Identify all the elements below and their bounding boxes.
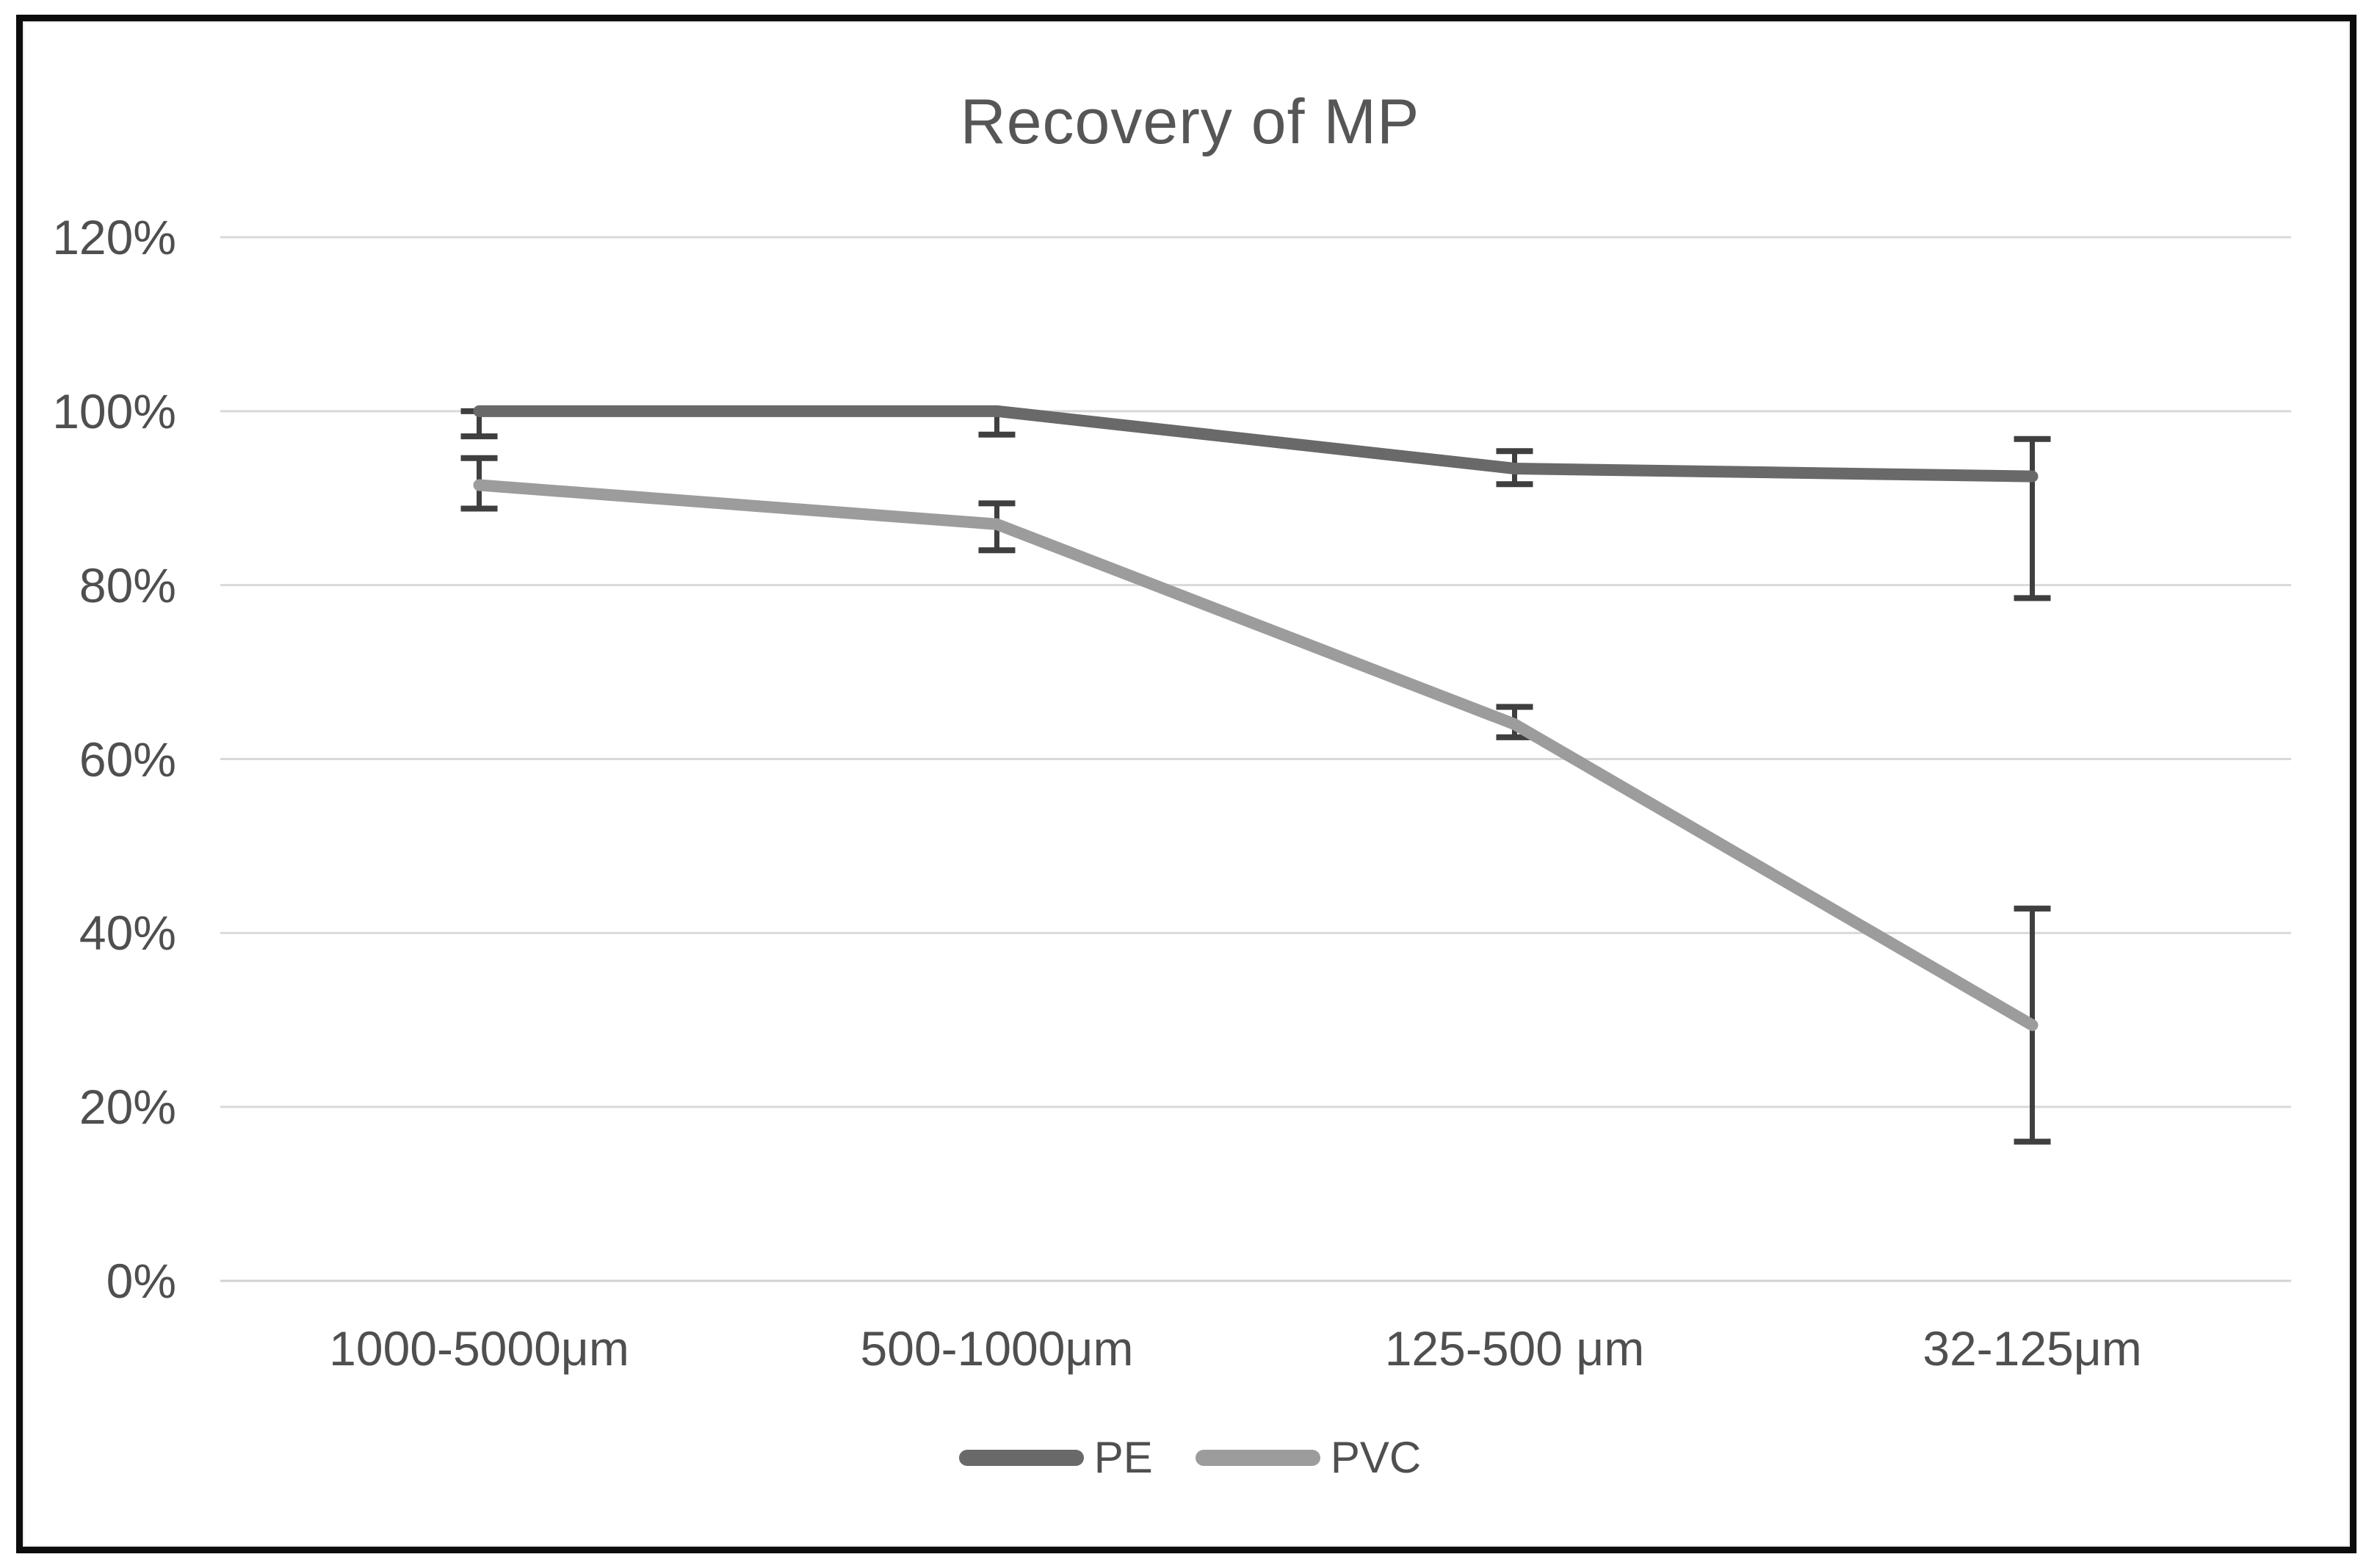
x-tick-label-0: 1000-5000μm (329, 1321, 629, 1376)
chart-border-frame (16, 15, 2357, 1553)
legend: PE PVC (0, 1434, 2380, 1482)
legend-label-pe: PE (1093, 1433, 1153, 1482)
y-tick-label-40pct: 40% (79, 906, 176, 961)
x-tick-label-2: 125-500 μm (1384, 1321, 1645, 1376)
series-line-pvc (473, 479, 2039, 1031)
y-tick-label-0pct: 0% (106, 1254, 176, 1308)
legend-label-pvc: PVC (1330, 1433, 1422, 1482)
chart-title: Recovery of MP (960, 87, 1420, 157)
y-tick-label-80pct: 80% (79, 557, 176, 613)
legend-item-pvc: PVC (1195, 1433, 1422, 1482)
y-tick-label-120pct: 120% (52, 210, 176, 264)
legend-swatch-pvc (1195, 1450, 1320, 1466)
y-tick-label-20pct: 20% (79, 1080, 176, 1135)
legend-item-pe: PE (958, 1433, 1153, 1482)
y-tick-label-60pct: 60% (79, 731, 176, 787)
y-tick-label-100pct: 100% (52, 383, 176, 438)
x-tick-label-1: 500-1000μm (860, 1321, 1134, 1376)
legend-swatch-pe (958, 1450, 1084, 1466)
x-tick-label-3: 32-125μm (1923, 1321, 2142, 1376)
series-line-pe (473, 405, 2039, 483)
